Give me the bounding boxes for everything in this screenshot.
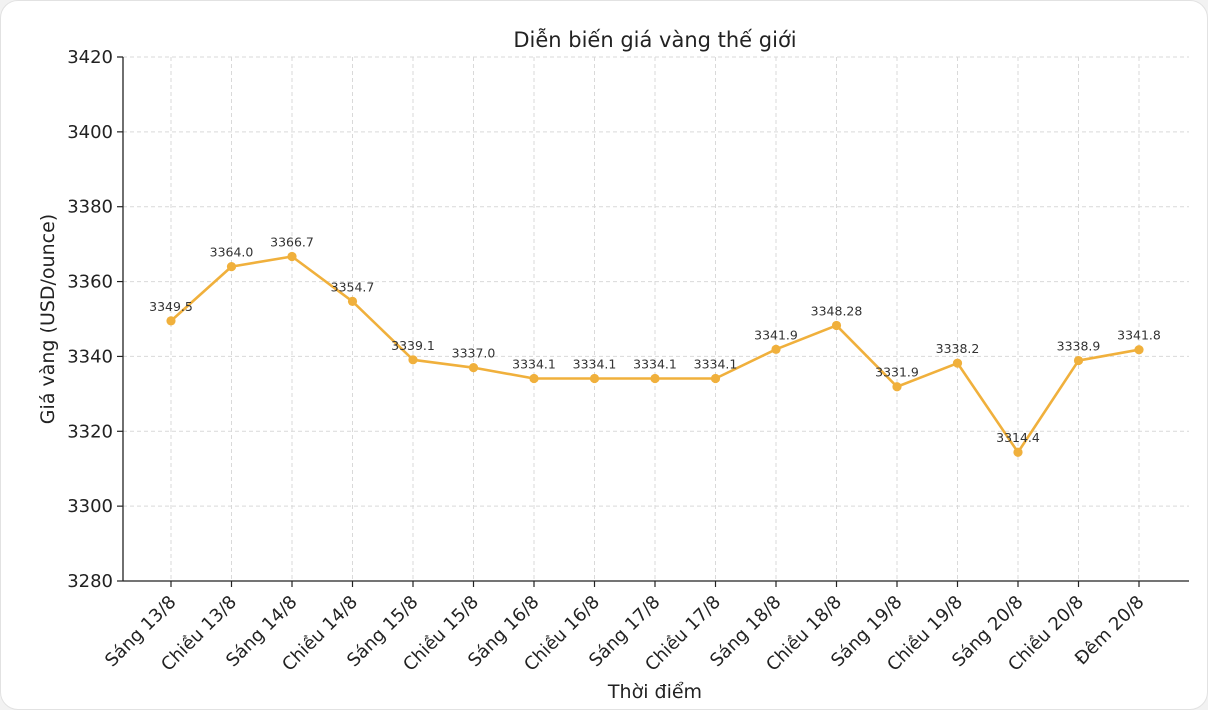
data-label: 3314.4: [996, 430, 1040, 445]
x-axis-label: Thời điểm: [607, 681, 702, 703]
y-tick-label: 3340: [67, 346, 113, 367]
data-point[interactable]: [892, 382, 902, 392]
data-point[interactable]: [287, 251, 297, 262]
data-point[interactable]: [1073, 355, 1084, 366]
data-point[interactable]: [226, 262, 237, 272]
data-label: 3349.5: [149, 299, 193, 314]
data-label: 3364.0: [210, 245, 254, 260]
data-point[interactable]: [831, 320, 842, 331]
data-point[interactable]: [468, 363, 479, 373]
data-point[interactable]: [771, 344, 781, 354]
data-label: 3331.9: [875, 365, 919, 380]
y-tick-label: 3380: [67, 197, 113, 218]
y-tick-label: 3300: [67, 496, 113, 517]
data-label: 3338.9: [1057, 339, 1101, 354]
y-tick-label: 3360: [67, 272, 113, 293]
series-layer: [166, 251, 1144, 457]
data-label: 3341.8: [1117, 328, 1161, 343]
data-point[interactable]: [166, 316, 176, 326]
data-label: 3337.0: [452, 346, 496, 361]
y-tick-label: 3280: [67, 571, 113, 592]
data-label: 3334.1: [573, 357, 617, 372]
data-label: 3334.1: [694, 357, 738, 372]
y-tick-label: 3320: [67, 421, 113, 442]
data-point[interactable]: [952, 358, 963, 368]
data-label: 3339.1: [391, 338, 435, 353]
data-label: 3366.7: [270, 234, 314, 249]
y-tick-label: 3400: [67, 122, 113, 143]
data-label: 3338.2: [936, 341, 980, 356]
data-label: 3334.1: [633, 357, 677, 372]
grid-layer: [123, 56, 1189, 581]
data-point[interactable]: [1013, 447, 1023, 457]
chart-title: Diễn biến giá vàng thế giới: [513, 27, 796, 52]
data-label: 3348.28: [811, 303, 863, 318]
data-point[interactable]: [589, 373, 600, 384]
data-point[interactable]: [347, 296, 358, 307]
data-label: 3334.1: [512, 357, 556, 372]
data-point[interactable]: [1134, 345, 1144, 355]
y-axis-label: Giá vàng (USD/ounce): [37, 214, 59, 424]
data-point[interactable]: [650, 373, 660, 384]
data-label: 3341.9: [754, 327, 798, 342]
y-tick-label: 3420: [67, 47, 113, 68]
data-point[interactable]: [408, 355, 418, 365]
data-point[interactable]: [710, 373, 721, 384]
data-point[interactable]: [529, 373, 539, 384]
data-labels-layer: 3349.5 3364.0 3366.7 3354.7 3339.1 3337.0 3334…: [149, 234, 1161, 445]
data-label: 3354.7: [331, 279, 375, 294]
